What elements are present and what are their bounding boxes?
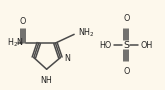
Text: H$_2$N: H$_2$N [7, 37, 24, 49]
Text: O: O [123, 67, 129, 76]
Text: N: N [64, 54, 70, 63]
Text: O: O [123, 14, 129, 23]
Text: S: S [123, 40, 129, 50]
Text: NH: NH [41, 76, 52, 85]
Text: OH: OH [141, 40, 153, 50]
Text: O: O [20, 17, 26, 26]
Text: NH$_2$: NH$_2$ [78, 26, 95, 39]
Text: HO: HO [99, 40, 112, 50]
